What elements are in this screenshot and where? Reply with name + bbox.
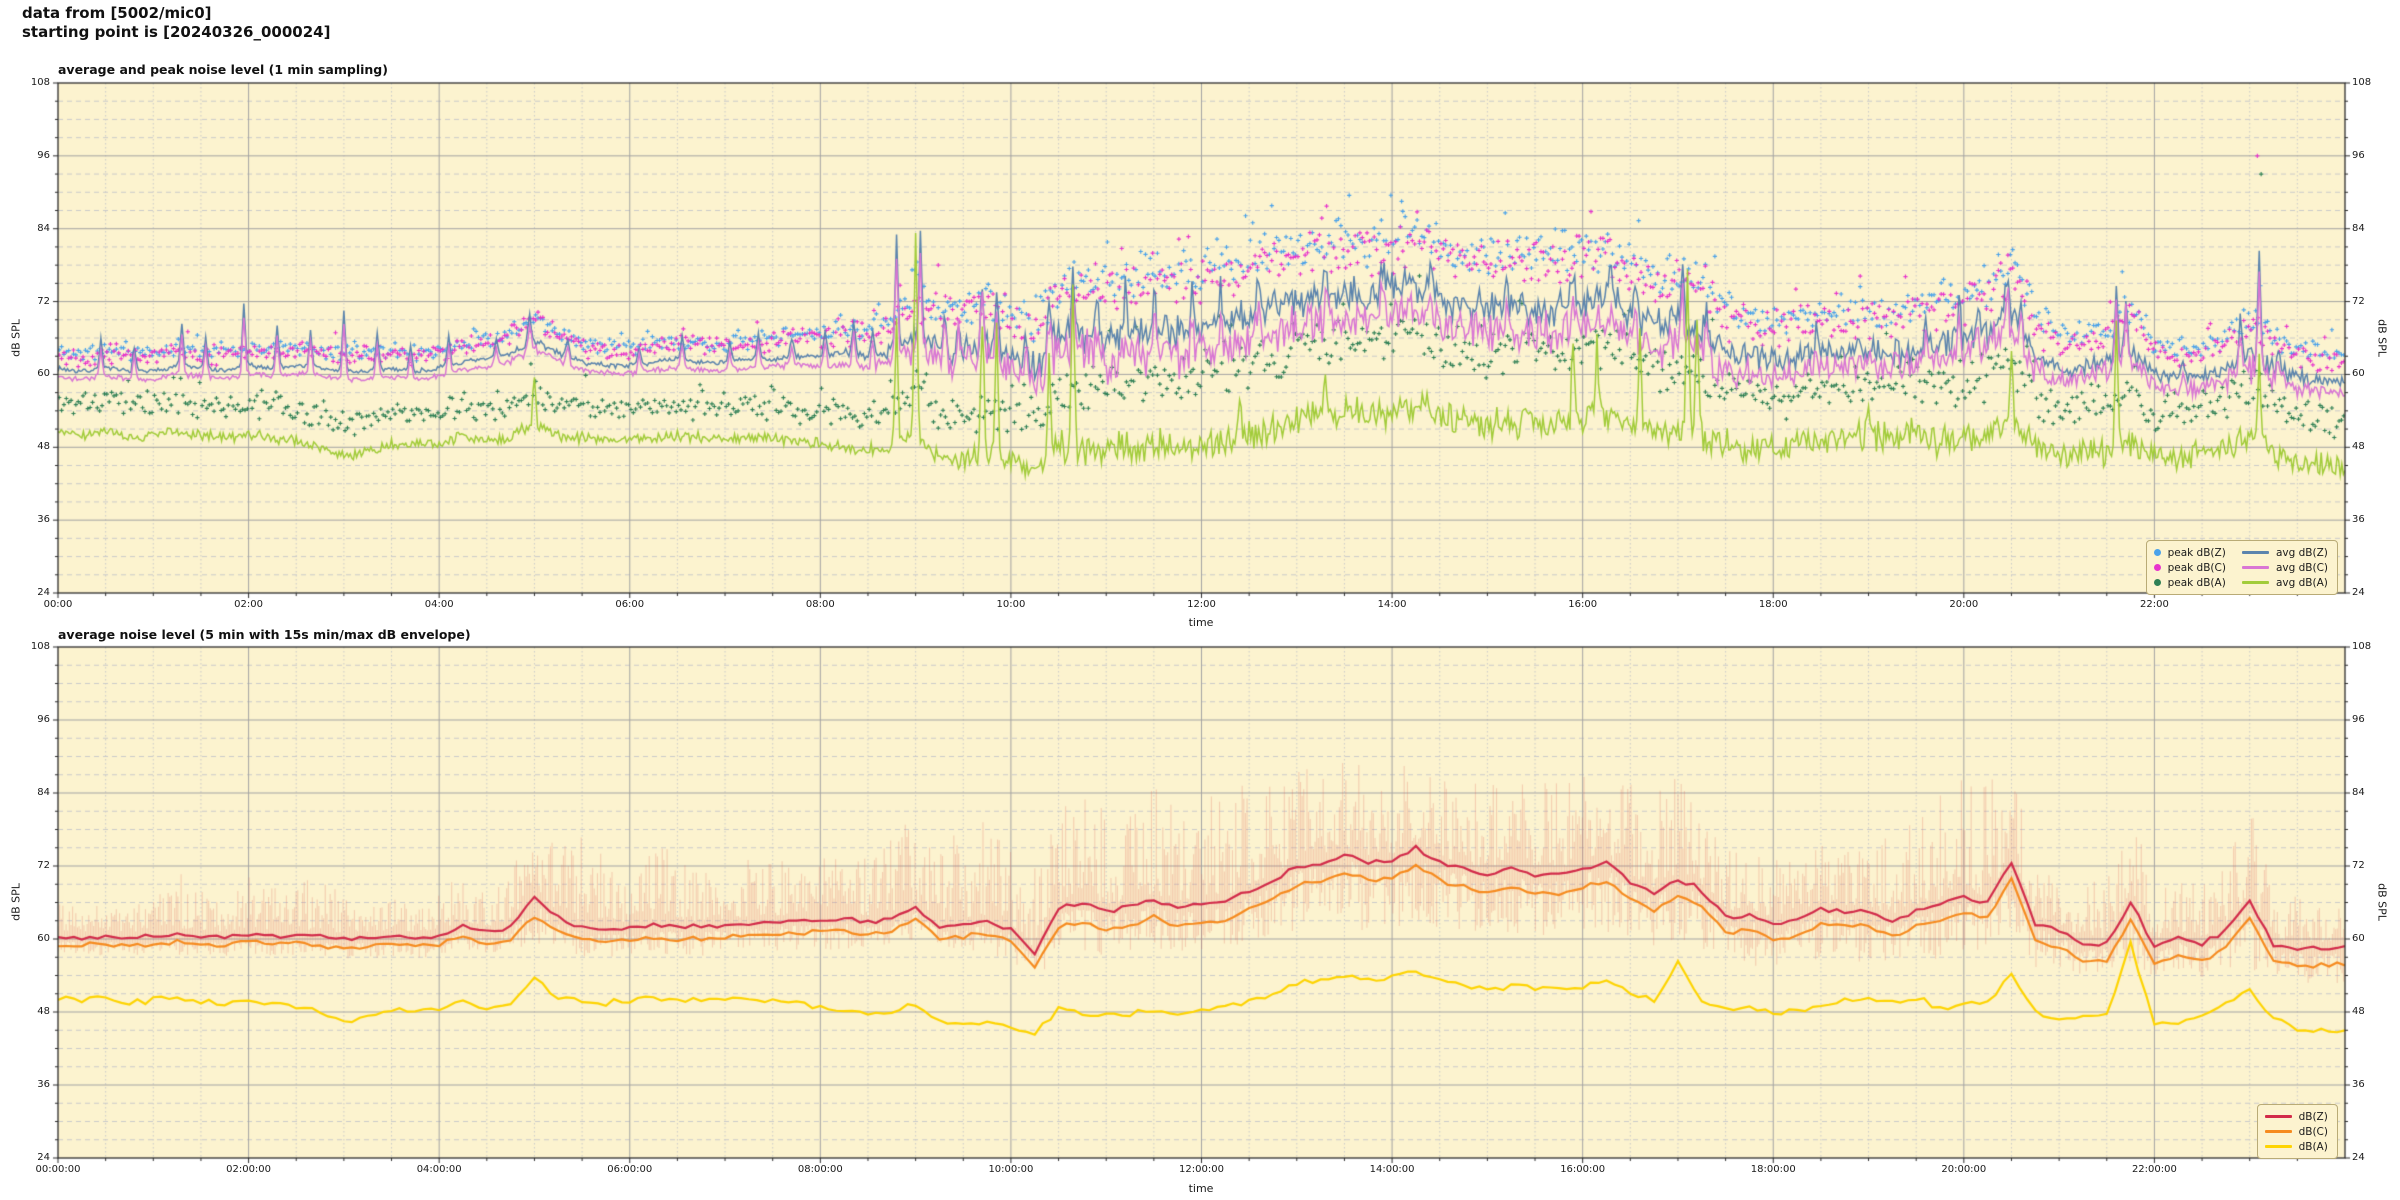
y-tick-label-left: 84 <box>37 222 50 234</box>
y-tick-label-left: 24 <box>37 587 50 598</box>
bottom-yaxis-label-right: dB SPL <box>2375 883 2389 921</box>
y-tick-label-right: 108 <box>2352 641 2372 652</box>
legend-label: dB(A) <box>2298 1140 2328 1153</box>
y-tick-label-right: 36 <box>2352 514 2365 526</box>
y-tick-label-right: 36 <box>2352 1079 2365 1090</box>
legend-dot-marker <box>2153 579 2161 586</box>
y-tick-label-left: 36 <box>37 1079 50 1090</box>
x-tick-label: 06:00:00 <box>607 1164 653 1175</box>
y-tick-label-right: 60 <box>2352 368 2365 380</box>
y-tick-label-left: 108 <box>30 77 50 88</box>
y-tick-label-left: 108 <box>30 641 50 652</box>
legend-entry-db-c-: dB(C) <box>2264 1124 2328 1139</box>
x-tick-label: 08:00:00 <box>797 1164 843 1175</box>
legend-label: peak dB(A) <box>2167 576 2226 589</box>
y-tick-label-left: 72 <box>37 295 50 307</box>
legend-dot-marker <box>2153 564 2161 571</box>
bottom-chart-legend: dB(Z) dB(C) dB(A) <box>2256 1104 2338 1159</box>
x-tick-label: 10:00 <box>996 599 1026 610</box>
legend-entry-peak-db-c-: peak dB(C) <box>2153 560 2226 575</box>
legend-entry-db-z-: dB(Z) <box>2264 1109 2328 1124</box>
legend-line-marker <box>2264 1114 2292 1119</box>
x-tick-label: 02:00:00 <box>226 1164 272 1175</box>
x-tick-label: 06:00 <box>615 599 645 610</box>
x-tick-label: 18:00 <box>1758 599 1788 610</box>
legend-label: avg dB(C) <box>2275 561 2328 574</box>
legend-label: avg dB(Z) <box>2275 546 2328 559</box>
x-tick-label: 22:00:00 <box>2131 1164 2177 1175</box>
legend-label: peak dB(C) <box>2167 561 2226 574</box>
legend-label: avg dB(A) <box>2275 576 2328 589</box>
x-tick-label: 00:00:00 <box>35 1164 81 1175</box>
legend-label: peak dB(Z) <box>2167 546 2226 559</box>
x-tick-label: 12:00 <box>1187 599 1216 610</box>
y-tick-label-right: 108 <box>2352 77 2372 88</box>
x-tick-label: 10:00:00 <box>988 1164 1034 1175</box>
y-tick-label-right: 72 <box>2352 295 2365 307</box>
y-tick-label-left: 96 <box>37 149 50 161</box>
top-yaxis-label-right: dB SPL <box>2375 319 2389 357</box>
y-tick-label-left: 96 <box>37 714 50 725</box>
y-tick-label-left: 36 <box>37 514 50 526</box>
x-tick-label: 14:00 <box>1377 599 1407 610</box>
legend-entry-avg-db-c-: avg dB(C) <box>2241 560 2328 575</box>
y-tick-label-right: 24 <box>2352 1152 2365 1163</box>
y-tick-label-left: 60 <box>37 368 50 380</box>
legend-entry-peak-db-a-: peak dB(A) <box>2153 575 2226 590</box>
top-xaxis-label: time <box>1188 616 1214 629</box>
top-chart-legend: peak dB(Z) peak dB(C) peak dB(A) avg dB(Z) a… <box>2145 540 2338 595</box>
x-tick-label: 16:00:00 <box>1560 1164 1606 1175</box>
y-tick-label-left: 84 <box>37 787 50 798</box>
y-tick-label-left: 72 <box>37 860 50 871</box>
legend-label: dB(Z) <box>2298 1110 2328 1123</box>
x-tick-label: 12:00:00 <box>1179 1164 1224 1175</box>
legend-entry-avg-db-z-: avg dB(Z) <box>2241 545 2328 560</box>
bottom-chart-title: average noise level (5 min with 15s min/… <box>58 627 471 642</box>
y-tick-label-right: 96 <box>2352 714 2365 725</box>
legend-line-marker <box>2241 580 2269 585</box>
bottom-yaxis-label-left: dB SPL <box>9 883 23 921</box>
y-tick-label-right: 48 <box>2352 441 2365 453</box>
y-tick-label-right: 84 <box>2352 787 2365 798</box>
legend-entry-avg-db-a-: avg dB(A) <box>2241 575 2328 590</box>
legend-line-marker <box>2264 1144 2292 1149</box>
x-tick-label: 08:00 <box>805 599 835 610</box>
x-tick-label: 18:00:00 <box>1750 1164 1796 1175</box>
y-tick-label-right: 60 <box>2352 933 2365 944</box>
y-tick-label-left: 24 <box>37 1152 50 1163</box>
y-tick-label-right: 24 <box>2352 587 2365 598</box>
bottom-xaxis-label: time <box>1188 1182 1214 1195</box>
x-tick-label: 00:00 <box>43 599 73 610</box>
legend-label: dB(C) <box>2298 1125 2328 1138</box>
y-tick-label-right: 84 <box>2352 222 2365 234</box>
x-tick-label: 20:00 <box>1949 599 1979 610</box>
legend-entry-db-a-: dB(A) <box>2264 1139 2328 1154</box>
x-tick-label: 20:00:00 <box>1941 1164 1987 1175</box>
y-tick-label-left: 60 <box>37 933 50 944</box>
top-yaxis-label-left: dB SPL <box>9 319 23 357</box>
x-tick-label: 02:00 <box>234 599 263 610</box>
y-tick-label-right: 72 <box>2352 860 2365 871</box>
legend-dot-marker <box>2153 549 2161 556</box>
y-tick-label-right: 48 <box>2352 1006 2365 1017</box>
legend-line-marker <box>2241 550 2269 555</box>
header-source-line: data from [5002/mic0] <box>22 4 212 22</box>
x-tick-label: 04:00:00 <box>416 1164 462 1175</box>
x-tick-label: 14:00:00 <box>1369 1164 1415 1175</box>
y-tick-label-left: 48 <box>37 1006 50 1017</box>
x-tick-label: 22:00 <box>2139 599 2169 610</box>
x-tick-label: 16:00 <box>1568 599 1598 610</box>
header-start-line: starting point is [20240326_000024] <box>22 23 331 41</box>
y-tick-label-left: 48 <box>37 441 50 453</box>
legend-line-marker <box>2264 1129 2292 1134</box>
legend-line-marker <box>2241 565 2269 570</box>
x-tick-label: 04:00 <box>424 599 454 610</box>
top-chart-title: average and peak noise level (1 min samp… <box>58 62 388 77</box>
legend-entry-peak-db-z-: peak dB(Z) <box>2153 545 2226 560</box>
y-tick-label-right: 96 <box>2352 149 2365 161</box>
